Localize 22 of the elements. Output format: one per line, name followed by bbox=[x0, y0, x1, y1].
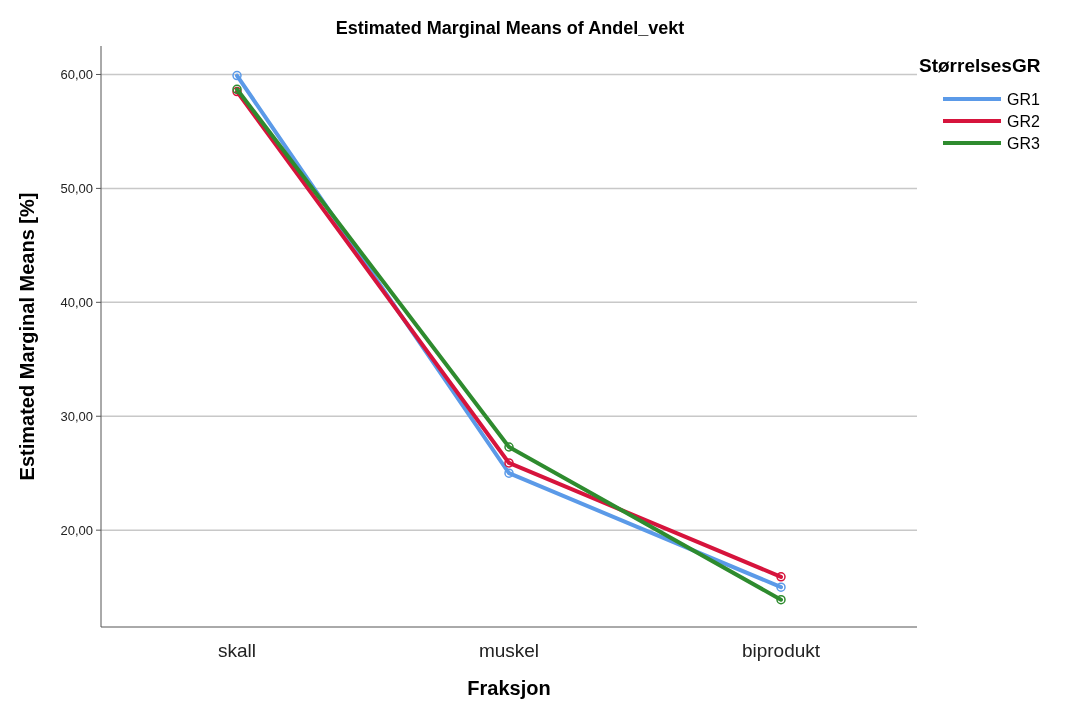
chart-title: Estimated Marginal Means of Andel_vekt bbox=[335, 18, 685, 38]
y-tick-label: 60,00 bbox=[60, 67, 93, 83]
point bbox=[776, 572, 786, 582]
point bbox=[504, 442, 514, 452]
point bbox=[776, 582, 786, 592]
point bbox=[504, 468, 514, 478]
x-tick-label: muskel bbox=[478, 640, 540, 661]
legend-label: GR2 bbox=[1007, 112, 1040, 130]
x-tick-label: biprodukt bbox=[741, 640, 821, 661]
legend-label: GR3 bbox=[1007, 134, 1040, 152]
y-tick-label: 40,00 bbox=[60, 294, 93, 310]
y-tick-label: 30,00 bbox=[60, 408, 93, 424]
y-tick-label: 20,00 bbox=[60, 522, 93, 538]
x-axis-title: Fraksjon bbox=[467, 677, 551, 699]
point bbox=[776, 594, 786, 605]
point bbox=[504, 458, 514, 468]
legend-title: StørrelsesGR bbox=[919, 55, 1041, 76]
x-tick-label: skall bbox=[217, 640, 257, 661]
legend-label: GR1 bbox=[1007, 90, 1040, 108]
y-axis-title: Estimated Marginal Means [%] bbox=[16, 192, 38, 481]
point bbox=[232, 70, 242, 81]
y-tick-label: 50,00 bbox=[60, 180, 93, 196]
